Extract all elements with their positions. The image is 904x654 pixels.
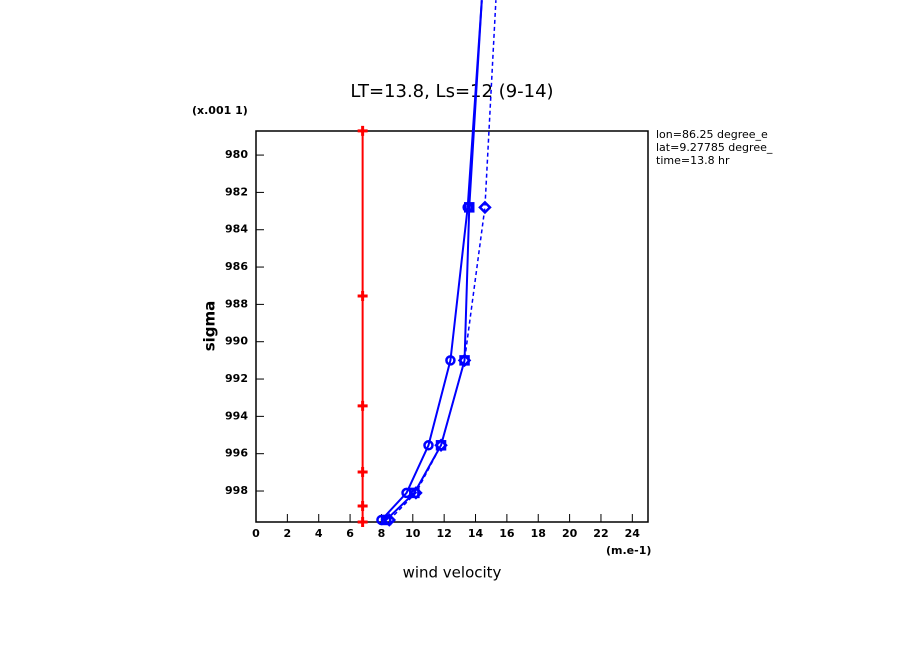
series-line — [385, 0, 483, 521]
x-tick-label: 16 — [499, 527, 515, 540]
x-axis-label: wind velocity — [403, 564, 502, 582]
x-tick-label: 0 — [252, 527, 260, 540]
y-tick-label: 990 — [225, 335, 248, 348]
marker — [357, 290, 368, 301]
marker — [478, 200, 492, 215]
marker — [457, 353, 472, 368]
x-units: (m.e-1) — [606, 544, 651, 557]
y-tick-label: 994 — [225, 409, 248, 422]
x-tick-label: 18 — [531, 527, 546, 540]
x-tick-label: 12 — [437, 527, 452, 540]
chart-title: LT=13.8, Ls=12 (9-14) — [350, 81, 553, 102]
marker — [423, 440, 434, 451]
x-tick-label: 6 — [346, 527, 354, 540]
marker — [357, 400, 368, 411]
y-tick-label: 984 — [225, 223, 248, 236]
plot-frame — [255, 130, 649, 523]
annotation: lat=9.27785 degree_ — [656, 141, 773, 154]
y-axis-label: sigma — [201, 301, 219, 352]
y-tick-label: 982 — [225, 185, 248, 198]
marker — [445, 355, 456, 366]
marker — [357, 466, 368, 477]
marker — [409, 486, 423, 500]
y-units: (x.001 1) — [192, 104, 248, 117]
annotation: time=13.8 hr — [656, 154, 730, 167]
marker — [434, 438, 448, 453]
y-tick-label: 998 — [225, 484, 248, 497]
marker — [382, 513, 397, 527]
x-tick-label: 20 — [562, 527, 578, 540]
y-tick-label: 992 — [225, 372, 248, 385]
x-tick-label: 4 — [315, 527, 323, 540]
x-tick-label: 22 — [593, 527, 608, 540]
x-tick-label: 8 — [378, 527, 386, 540]
marker — [357, 517, 368, 527]
y-tick-label: 986 — [225, 260, 248, 273]
y-tick-label: 988 — [225, 297, 248, 310]
y-tick-label: 996 — [225, 447, 248, 460]
marker — [357, 500, 368, 511]
series-line — [388, 0, 497, 521]
x-tick-label: 24 — [625, 527, 641, 540]
annotation: lon=86.25 degree_e — [656, 128, 768, 141]
y-tick-label: 980 — [225, 148, 248, 161]
x-tick-label: 10 — [405, 527, 421, 540]
x-tick-label: 14 — [468, 527, 484, 540]
x-tick-label: 2 — [284, 527, 292, 540]
marker — [357, 125, 368, 136]
series-line — [380, 0, 483, 521]
marker — [463, 202, 475, 213]
